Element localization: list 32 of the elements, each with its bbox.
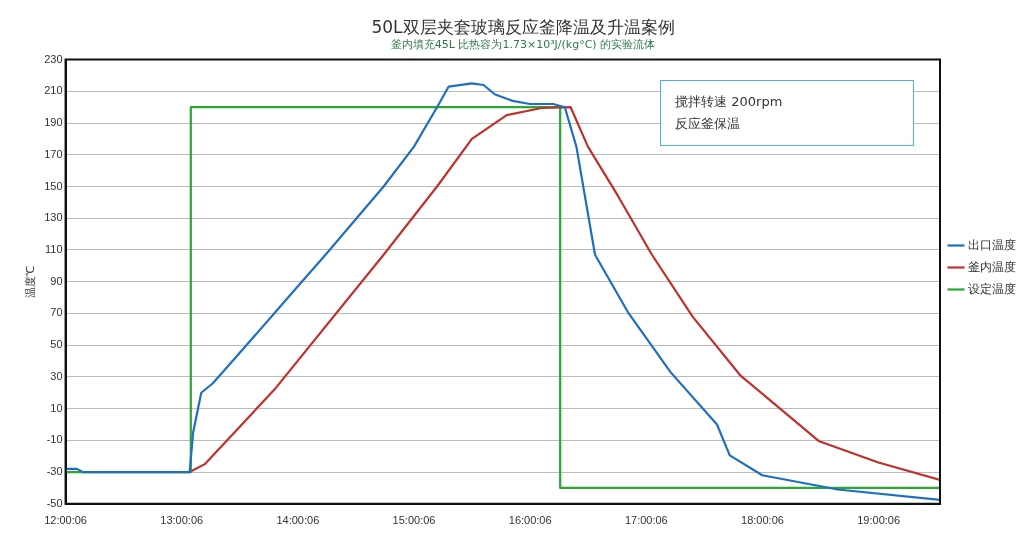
y-tick-label: -10: [46, 433, 63, 446]
annotation: 反应釜保温: [675, 114, 742, 133]
x-tick-label: 14:00:06: [276, 514, 320, 527]
legend-label: 釜内温度: [968, 259, 1016, 274]
x-tick-label: 19:00:06: [857, 514, 901, 527]
annotation: 搅拌转速 200rpm: [675, 92, 784, 111]
y-tick-label: 210: [44, 84, 63, 97]
x-tick-label: 13:00:06: [160, 514, 204, 527]
chart-title: 50L双层夹套玻璃反应釜降温及升温案例: [371, 16, 675, 37]
y-tick-label: 30: [50, 369, 63, 382]
x-tick-label: 16:00:06: [508, 514, 552, 527]
y-tick-label: 170: [44, 147, 63, 160]
y-tick-label: 230: [44, 52, 63, 65]
y-tick-label: -30: [46, 465, 63, 478]
y-axis-title: 温度℃: [23, 265, 36, 298]
legend-label: 出口温度: [968, 237, 1016, 252]
x-tick-label: 15:00:06: [392, 514, 436, 527]
y-tick-label: 90: [50, 274, 63, 287]
x-tick-label: 18:00:06: [741, 514, 784, 527]
y-tick-label: 190: [44, 116, 63, 129]
y-tick-label: -50: [46, 496, 63, 509]
chart-subtitle: 釜内填充45L 比热容为1.73×10³J/(kg°C) 的实验流体: [390, 37, 656, 51]
x-tick-label: 17:00:06: [624, 514, 668, 527]
y-tick-label: 150: [44, 179, 63, 192]
x-tick-label: 12:00:06: [44, 514, 87, 527]
y-tick-label: 110: [45, 243, 63, 255]
y-tick-label: 50: [50, 338, 63, 351]
y-tick-label: 70: [50, 306, 63, 319]
y-tick-label: 10: [50, 401, 63, 414]
note-box: 搅拌转速 200rpm 反应釜保温: [660, 79, 914, 146]
legend-label: 设定温度: [968, 281, 1016, 296]
y-tick-label: 130: [44, 211, 63, 224]
